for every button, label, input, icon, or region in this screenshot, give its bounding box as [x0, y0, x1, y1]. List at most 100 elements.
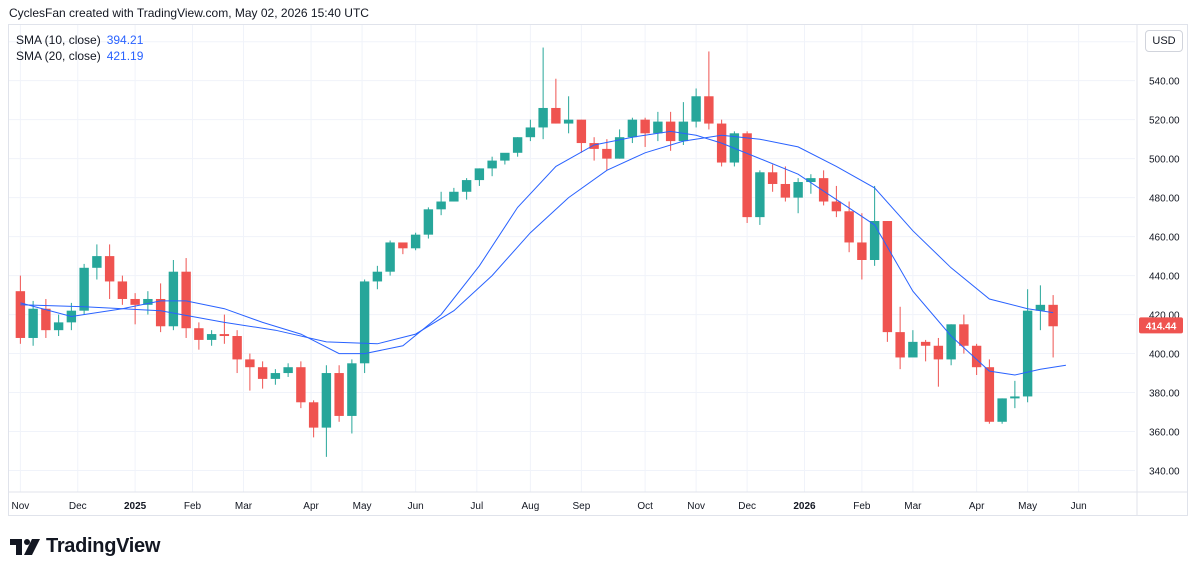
time-tick-label: Nov: [11, 501, 29, 512]
candle-down: [1048, 304, 1058, 327]
candle-up: [410, 234, 421, 249]
chart-header: CyclesFan created with TradingView.com, …: [9, 6, 369, 20]
candle-down: [41, 308, 51, 331]
candle-up: [500, 152, 510, 161]
time-tick-label: Dec: [738, 501, 756, 512]
candle-up: [691, 96, 701, 122]
time-tick-label: Sep: [572, 501, 590, 512]
candle-up: [436, 201, 446, 210]
candle-up: [28, 308, 38, 338]
currency-button[interactable]: USD: [1145, 30, 1183, 52]
tradingview-brand: TradingView: [46, 535, 161, 557]
candle-up: [627, 119, 638, 138]
candle-up: [385, 242, 395, 272]
candle-down: [257, 367, 268, 379]
candle-up: [92, 256, 102, 268]
candle-up: [525, 127, 536, 138]
candle-down: [959, 324, 969, 346]
chart-frame[interactable]: [8, 24, 1188, 516]
candle-up: [1022, 310, 1033, 397]
candle-down: [15, 291, 26, 338]
candle-down: [933, 345, 944, 360]
candle-down: [194, 328, 204, 340]
candle-down: [831, 201, 842, 212]
time-tick-label: Jun: [408, 501, 424, 512]
candle-down: [767, 172, 778, 184]
candle-up: [806, 178, 816, 183]
moving-averages: [20, 130, 1066, 376]
candle-down: [104, 256, 115, 282]
price-tick-label: 500.00: [1149, 155, 1180, 166]
tradingview-logo[interactable]: TradingView: [10, 535, 160, 558]
time-tick-label: May: [353, 501, 372, 512]
time-tick-label: Feb: [184, 501, 202, 512]
candle-down: [984, 367, 995, 422]
price-axis: 340.00 360.00 380.00 400.00 420.00 440.00 460.…: [1136, 25, 1180, 515]
time-tick-label: Oct: [637, 501, 653, 512]
price-tick-label: 480.00: [1149, 194, 1180, 205]
sma10-label: SMA (10, close): [16, 33, 101, 47]
price-tick-label: 400.00: [1149, 350, 1180, 361]
time-tick-label: 2026: [793, 501, 816, 512]
time-tick-label: Jun: [1071, 501, 1087, 512]
candle-up: [461, 180, 472, 192]
legend-sma10[interactable]: SMA (10, close) 394.21: [16, 32, 143, 48]
time-tick-label: Apr: [303, 501, 319, 512]
candle-up: [755, 172, 765, 218]
candle-up: [53, 322, 64, 331]
price-tick-label: 540.00: [1149, 77, 1180, 88]
legend-sma20[interactable]: SMA (20, close) 421.19: [16, 48, 143, 64]
last-price-tag: [1139, 317, 1183, 334]
sma10-value: 394.21: [106, 33, 144, 47]
candle-down: [882, 221, 893, 333]
price-tick-label: 420.00: [1149, 311, 1180, 322]
candle-up: [1035, 304, 1046, 311]
candle-up: [614, 137, 625, 159]
time-tick-label: Aug: [521, 501, 539, 512]
candle-down: [308, 402, 319, 428]
candles: [15, 47, 1058, 457]
candle-down: [398, 242, 408, 249]
candle-down: [117, 281, 128, 299]
time-tick-label: 2025: [124, 501, 147, 512]
candle-down: [742, 133, 752, 218]
candle-up: [347, 363, 357, 416]
candle-down: [704, 96, 714, 124]
time-tick-label: Feb: [853, 501, 871, 512]
candle-up: [678, 121, 689, 142]
last-price-marker: 414.44: [1139, 317, 1183, 334]
price-tick-label: 520.00: [1149, 116, 1180, 127]
price-tick-label: 360.00: [1149, 428, 1180, 439]
candle-down: [818, 178, 829, 202]
candle-up: [283, 367, 293, 374]
candle-up: [206, 334, 217, 340]
price-tick-label: 460.00: [1149, 233, 1180, 244]
candle-up: [321, 373, 332, 428]
sma20-value: 421.19: [106, 49, 144, 63]
candle-down: [130, 298, 140, 305]
candle-up: [908, 341, 918, 358]
candle-down: [920, 341, 931, 346]
grid-lines: [9, 25, 1135, 492]
candle-up: [449, 191, 459, 202]
candle-down: [296, 367, 306, 403]
candle-up: [423, 209, 434, 235]
candle-down: [895, 332, 905, 358]
sma20-label: SMA (20, close): [16, 49, 101, 63]
candle-up: [372, 271, 383, 282]
candle-up: [512, 137, 523, 153]
candle-up: [869, 221, 880, 260]
time-tick-label: Dec: [69, 501, 87, 512]
candle-down: [181, 271, 191, 329]
candle-down: [334, 373, 344, 416]
candle-down: [576, 119, 587, 144]
candle-up: [563, 119, 574, 124]
time-tick-label: Apr: [969, 501, 985, 512]
candle-up: [474, 168, 485, 181]
time-tick-label: Jul: [470, 501, 483, 512]
candle-down: [971, 345, 982, 368]
candle-up: [270, 373, 281, 379]
candle-up: [79, 267, 89, 311]
candle-down: [602, 148, 612, 159]
